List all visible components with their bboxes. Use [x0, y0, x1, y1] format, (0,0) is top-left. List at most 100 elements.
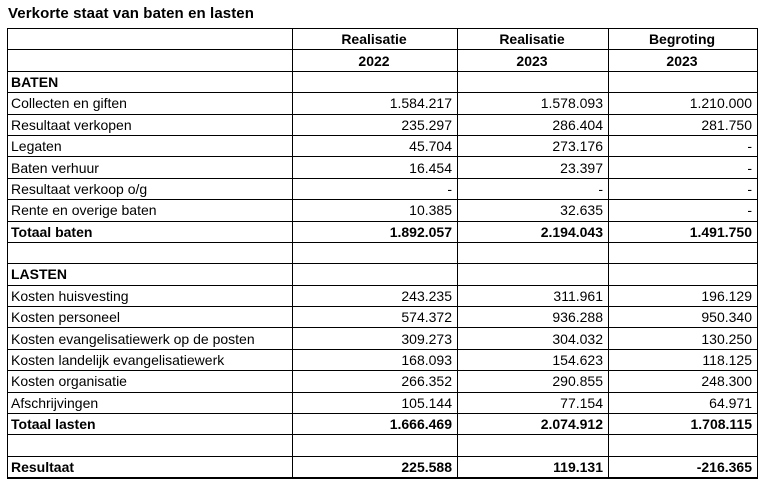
row-value: 1.666.469	[292, 413, 458, 436]
row-value	[292, 263, 458, 286]
row-value: -	[292, 177, 458, 201]
row-value	[292, 70, 458, 94]
row-value: -	[608, 134, 758, 158]
row-value: 105.144	[292, 391, 458, 415]
row-value: 45.704	[292, 134, 458, 158]
column-header-realisatie-2022: Realisatie	[292, 27, 458, 51]
row-value	[457, 241, 609, 265]
row-label: Afschrijvingen	[7, 391, 293, 415]
row-value: 119.131	[457, 455, 609, 479]
row-label: Resultaat verkoop o/g	[7, 177, 293, 201]
row-label: Totaal lasten	[7, 413, 293, 436]
row-label: Collecten en giften	[7, 92, 293, 115]
income-statement-table: Realisatie Realisatie Begroting 2022 202…	[7, 27, 758, 480]
header-row-titles: Realisatie Realisatie Begroting	[7, 27, 758, 51]
row-value: 225.588	[292, 455, 458, 479]
table-row: Resultaat verkoop o/g - - -	[7, 177, 758, 201]
table-row: Collecten en giften 1.584.217 1.578.093 1.2…	[7, 92, 758, 115]
row-label: Baten verhuur	[7, 156, 293, 179]
row-value: 118.125	[608, 348, 758, 372]
row-value: 936.288	[457, 306, 609, 329]
row-value: 2.194.043	[457, 220, 609, 243]
table-row: LASTEN	[7, 263, 758, 286]
row-value: 950.340	[608, 306, 758, 329]
row-value	[457, 263, 609, 286]
table-row: Totaal baten 1.892.057 2.194.043 1.491.750	[7, 220, 758, 243]
corner-cell	[7, 49, 293, 72]
row-value: 309.273	[292, 327, 458, 350]
row-value: 196.129	[608, 284, 758, 308]
row-value	[457, 70, 609, 94]
row-value: 1.578.093	[457, 92, 609, 115]
row-label: Legaten	[7, 134, 293, 158]
row-value: 243.235	[292, 284, 458, 308]
row-value: 1.892.057	[292, 220, 458, 243]
page-title: Verkorte staat van baten en lasten	[8, 5, 254, 22]
row-value: 1.708.115	[608, 413, 758, 436]
table-row: Kosten huisvesting 243.235 311.961 196.129	[7, 284, 758, 308]
row-value: 248.300	[608, 370, 758, 393]
row-label: Totaal baten	[7, 220, 293, 243]
row-value: 1.491.750	[608, 220, 758, 243]
table-row	[7, 434, 758, 457]
row-label	[7, 241, 293, 265]
table-row: Afschrijvingen 105.144 77.154 64.971	[7, 391, 758, 415]
row-value: 304.032	[457, 327, 609, 350]
table-row: Legaten 45.704 273.176-	[7, 134, 758, 158]
table-row: Kosten organisatie 266.352 290.855 248.300	[7, 370, 758, 393]
row-label: Resultaat verkopen	[7, 113, 293, 136]
row-value	[608, 70, 758, 94]
column-header-realisatie-2023: Realisatie	[457, 27, 609, 51]
row-value: 574.372	[292, 306, 458, 329]
row-value: 23.397	[457, 156, 609, 179]
row-value: 16.454	[292, 156, 458, 179]
row-label: Resultaat	[7, 455, 293, 479]
row-label: Kosten personeel	[7, 306, 293, 329]
table-row: BATEN	[7, 70, 758, 94]
row-label: BATEN	[7, 70, 293, 94]
row-value: 1.584.217	[292, 92, 458, 115]
row-value: 281.750	[608, 113, 758, 136]
row-value: 235.297	[292, 113, 458, 136]
row-value: -	[457, 177, 609, 201]
table-row: Resultaat 225.588 119.131 -216.365	[7, 455, 758, 479]
row-value	[608, 263, 758, 286]
corner-cell	[7, 27, 293, 51]
row-value	[608, 434, 758, 457]
header-row-years: 2022 2023 2023	[7, 49, 758, 72]
column-subheader-2023: 2023	[457, 49, 609, 72]
row-value: 154.623	[457, 348, 609, 372]
row-value	[457, 434, 609, 457]
table-body: BATEN Collecten en giften 1.584.217 1.578.0…	[7, 70, 758, 479]
row-value: 32.635	[457, 199, 609, 222]
row-value: 77.154	[457, 391, 609, 415]
row-value: 286.404	[457, 113, 609, 136]
row-value: 1.210.000	[608, 92, 758, 115]
row-value: -	[608, 156, 758, 179]
table-row: Rente en overige baten 10.385 32.635-	[7, 199, 758, 222]
row-label: Rente en overige baten	[7, 199, 293, 222]
column-subheader-begroting-2023: 2023	[608, 49, 758, 72]
column-header-begroting-2023: Begroting	[608, 27, 758, 51]
row-value: 2.074.912	[457, 413, 609, 436]
row-value: -	[608, 199, 758, 222]
table-row: Baten verhuur 16.454 23.397-	[7, 156, 758, 179]
row-value: 266.352	[292, 370, 458, 393]
table-row: Kosten landelijk evangelisatiewerk 168.09…	[7, 348, 758, 372]
row-value: 10.385	[292, 199, 458, 222]
row-value: -	[608, 177, 758, 201]
row-value: 290.855	[457, 370, 609, 393]
row-value	[292, 241, 458, 265]
table-row: Resultaat verkopen 235.297 286.404 281.750	[7, 113, 758, 136]
row-value: 130.250	[608, 327, 758, 350]
row-label: LASTEN	[7, 263, 293, 286]
table-row: Totaal lasten 1.666.469 2.074.912 1.708.115	[7, 413, 758, 436]
row-label: Kosten huisvesting	[7, 284, 293, 308]
row-value: 168.093	[292, 348, 458, 372]
row-value: -216.365	[608, 455, 758, 479]
table-row	[7, 241, 758, 265]
row-value: 311.961	[457, 284, 609, 308]
row-label	[7, 434, 293, 457]
table-row: Kosten personeel 574.372 936.288 950.340	[7, 306, 758, 329]
row-value: 273.176	[457, 134, 609, 158]
